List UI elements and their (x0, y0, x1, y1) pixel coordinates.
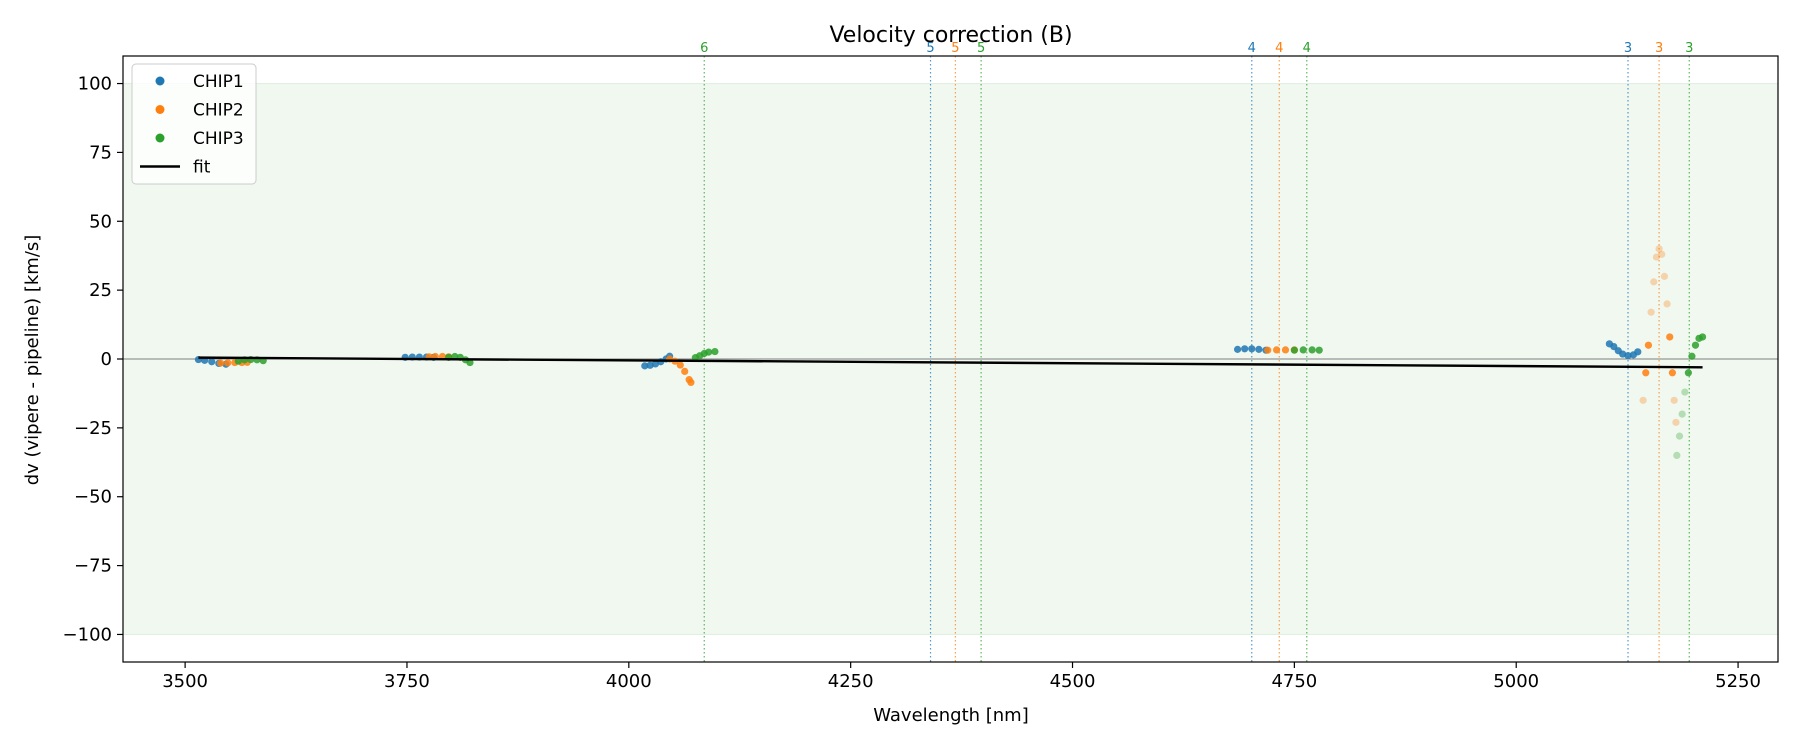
legend-item-fit: fit (140, 158, 211, 178)
y-tick-label: −75 (74, 556, 112, 577)
legend-label: fit (193, 158, 211, 178)
legend-item-chip1: CHIP1 (155, 72, 244, 92)
data-point (1668, 369, 1676, 377)
data-point (1273, 346, 1281, 354)
data-point (687, 378, 695, 387)
y-tick-label: 100 (78, 74, 112, 95)
data-point (641, 362, 649, 370)
data-point (681, 367, 689, 375)
data-point (1299, 346, 1307, 354)
data-point (1672, 418, 1680, 426)
y-axis-label: dv (vipere - pipeline) [km/s] (22, 235, 43, 486)
x-tick-label: 5000 (1493, 671, 1539, 692)
x-tick-label: 3750 (384, 671, 430, 692)
data-point (1675, 432, 1684, 440)
data-point (1264, 346, 1272, 354)
x-tick-label: 4750 (1271, 671, 1317, 692)
legend-marker (155, 133, 165, 143)
order-marker-label: 4 (1303, 41, 1311, 56)
data-point (217, 359, 225, 367)
data-point (1698, 333, 1707, 341)
chart-title: Velocity correction (B) (829, 23, 1072, 48)
data-point (1666, 333, 1674, 341)
order-marker-label: 4 (1275, 41, 1283, 56)
data-point (1658, 250, 1666, 258)
plot-area: 6 5 5 5 4 4 4 3 3 3 3500 3750 4000 4250 4500 4750 5000 52… (63, 41, 1779, 692)
y-tick-label: 0 (101, 349, 112, 370)
legend-box (131, 63, 257, 185)
data-point (1684, 369, 1692, 377)
data-point (676, 361, 684, 369)
x-tick-label: 4000 (606, 671, 652, 692)
data-point (1642, 369, 1650, 377)
data-point (1248, 345, 1256, 353)
order-marker-label: 5 (951, 41, 959, 56)
data-point (224, 359, 232, 367)
data-point (1647, 308, 1655, 316)
data-point (1670, 396, 1678, 404)
x-tick-label: 4500 (1050, 671, 1096, 692)
data-point (705, 348, 713, 356)
fit-line (198, 356, 1703, 369)
y-tick-label: 25 (89, 280, 112, 301)
data-point (1315, 346, 1323, 354)
legend-label: CHIP3 (193, 129, 244, 149)
data-point (234, 357, 242, 365)
data-point (1634, 348, 1642, 356)
data-point (1233, 345, 1242, 353)
y-tick-label: −100 (63, 624, 112, 645)
order-marker-label: 5 (977, 41, 985, 56)
data-point (1255, 345, 1263, 353)
order-marker-label: 3 (1655, 41, 1663, 56)
data-point (1660, 272, 1669, 280)
data-point (208, 358, 216, 366)
data-point (1663, 300, 1671, 308)
data-point (1673, 451, 1681, 460)
y-tick-label: 75 (89, 142, 112, 163)
data-point (1639, 396, 1647, 404)
data-point (1281, 346, 1290, 354)
legend-label: CHIP2 (193, 101, 244, 121)
legend-label: CHIP1 (193, 72, 244, 92)
data-point (1290, 346, 1298, 354)
data-point (1308, 346, 1316, 354)
order-marker-label: 5 (926, 41, 934, 56)
data-point (1678, 410, 1686, 418)
legend-item-chip2: CHIP2 (155, 101, 244, 121)
data-point (1644, 341, 1653, 349)
data-point (711, 347, 719, 356)
legend-marker (155, 105, 165, 114)
x-tick-label: 3500 (162, 671, 208, 692)
data-point (1650, 278, 1658, 286)
data-point (1652, 253, 1661, 261)
data-point (1655, 245, 1663, 253)
order-marker-label: 3 (1685, 41, 1693, 56)
x-tick-label: 4250 (828, 671, 874, 692)
y-tick-label: −50 (74, 487, 112, 508)
data-point (1624, 352, 1632, 360)
y-tick-label: −25 (74, 418, 112, 439)
data-point (1681, 388, 1689, 396)
legend-marker (155, 76, 165, 86)
y-tick-label: 50 (89, 211, 112, 232)
order-marker-label: 3 (1624, 41, 1632, 56)
data-point (466, 358, 474, 367)
legend-item-chip3: CHIP3 (155, 129, 244, 149)
x-axis-label: Wavelength [nm] (873, 705, 1029, 726)
order-marker-label: 6 (700, 41, 708, 56)
data-point (1241, 345, 1249, 353)
x-tick-label: 5250 (1715, 671, 1761, 692)
order-marker-label: 4 (1248, 41, 1256, 56)
data-point (1691, 341, 1700, 349)
data-point (1688, 352, 1696, 360)
legend: CHIP1 CHIP2 CHIP3 fit (131, 63, 257, 185)
